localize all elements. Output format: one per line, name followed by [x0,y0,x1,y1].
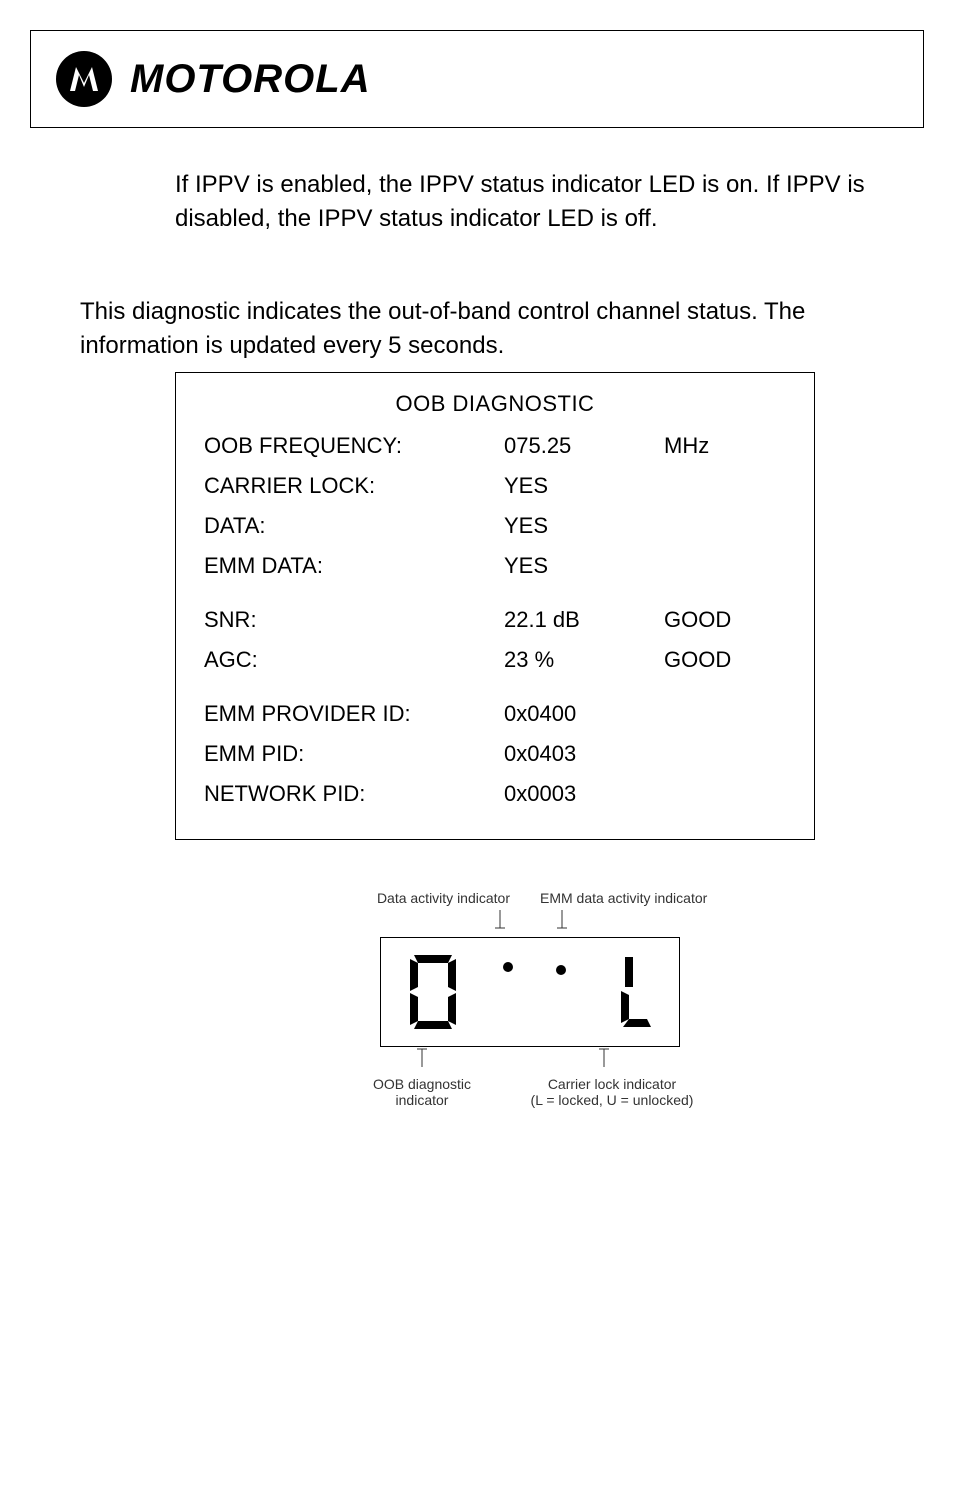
diag-unit [664,553,764,579]
top-labels-row: Data activity indicator EMM data activit… [310,890,790,906]
oob-diagnostic-box: OOB DIAGNOSTIC OOB FREQUENCY: 075.25 MHz… [175,372,815,840]
diag-row: EMM PID: 0x0403 [204,741,786,767]
diag-value: 23 % [504,647,664,673]
diag-row: EMM DATA: YES [204,553,786,579]
bottom-tick-marks [310,1047,790,1069]
diag-unit [664,473,764,499]
diag-unit: MHz [664,433,764,459]
motorola-logo-icon [56,51,112,107]
diag-row: AGC: 23 % GOOD [204,647,786,673]
bottom-labels-row: OOB diagnostic indicator Carrier lock in… [310,1076,790,1108]
led-display-box [380,937,680,1047]
diag-value: 075.25 [504,433,664,459]
diag-label: SNR: [204,607,504,633]
diag-label: CARRIER LOCK: [204,473,504,499]
oob-diag-line1: OOB diagnostic [342,1076,502,1092]
diag-row: DATA: YES [204,513,786,539]
data-activity-dot-icon [503,962,513,972]
page-content: If IPPV is enabled, the IPPV status indi… [0,128,954,1108]
diag-label: DATA: [204,513,504,539]
segment-O-icon [406,951,460,1033]
carrier-lock-indicator-label: Carrier lock indicator (L = locked, U = … [482,1076,742,1108]
logo-text: MOTOROLA [130,57,371,102]
diag-row: EMM PROVIDER ID: 0x0400 [204,701,786,727]
diag-unit [664,741,764,767]
diag-value: YES [504,553,664,579]
oob-diagnostic-indicator-label: OOB diagnostic indicator [342,1076,502,1108]
diag-label: AGC: [204,647,504,673]
diag-label: OOB FREQUENCY: [204,433,504,459]
diag-row: CARRIER LOCK: YES [204,473,786,499]
diag-unit [664,781,764,807]
diag-value: 0x0400 [504,701,664,727]
segment-L-icon [609,953,654,1031]
diag-value: YES [504,513,664,539]
emm-data-activity-label: EMM data activity indicator [530,890,790,906]
diag-row: OOB FREQUENCY: 075.25 MHz [204,433,786,459]
section-description: This diagnostic indicates the out-of-ban… [80,295,874,362]
diag-value: 22.1 dB [504,607,664,633]
carrier-lock-line2: (L = locked, U = unlocked) [482,1092,742,1108]
diag-unit [664,701,764,727]
diagnostic-title: OOB DIAGNOSTIC [204,391,786,417]
diag-value: YES [504,473,664,499]
diag-value: 0x0403 [504,741,664,767]
diag-label: EMM PID: [204,741,504,767]
led-indicator-diagram: Data activity indicator EMM data activit… [310,890,790,1108]
diag-label: EMM PROVIDER ID: [204,701,504,727]
top-tick-marks [310,910,790,932]
emm-data-dot-icon [556,965,566,975]
diag-label: NETWORK PID: [204,781,504,807]
diag-unit: GOOD [664,647,764,673]
diag-label: EMM DATA: [204,553,504,579]
segment-container [381,951,679,1033]
header-bar: MOTOROLA [30,30,924,128]
carrier-lock-line1: Carrier lock indicator [482,1076,742,1092]
diag-row: SNR: 22.1 dB GOOD [204,607,786,633]
diag-unit [664,513,764,539]
oob-diag-line2: indicator [342,1092,502,1108]
diag-value: 0x0003 [504,781,664,807]
diag-row: NETWORK PID: 0x0003 [204,781,786,807]
diag-unit: GOOD [664,607,764,633]
data-activity-label: Data activity indicator [310,890,530,906]
intro-paragraph: If IPPV is enabled, the IPPV status indi… [175,168,874,235]
